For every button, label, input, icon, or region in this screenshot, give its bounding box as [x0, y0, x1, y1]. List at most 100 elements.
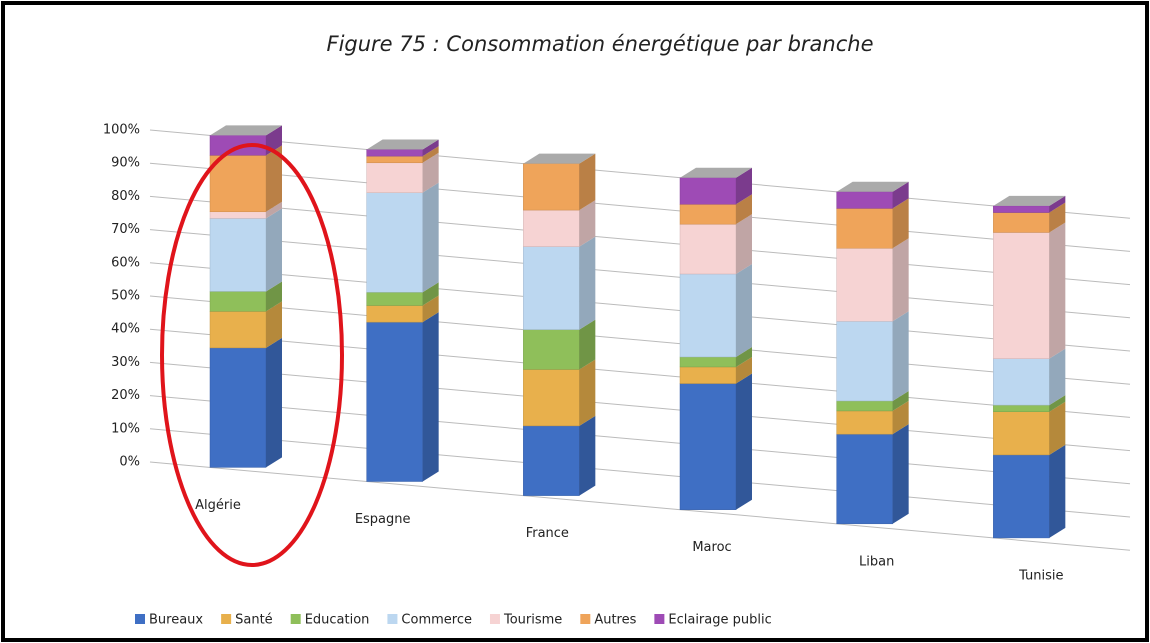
bar-segment: [836, 400, 893, 412]
y-tick-label: 100%: [103, 123, 140, 138]
bar-segment: [679, 204, 737, 225]
bar-segment: [993, 212, 1050, 233]
legend-swatch: [290, 614, 301, 624]
bar-side: [736, 214, 752, 274]
bar-side: [1049, 195, 1066, 213]
bar-side: [892, 311, 909, 401]
bar-segment: [679, 177, 737, 205]
bar-segment: [366, 305, 423, 323]
bar-side: [579, 200, 596, 247]
bar-segment: [836, 191, 893, 209]
bar-side: [736, 346, 752, 367]
bar-side: [266, 145, 282, 212]
x-tick-label: France: [526, 526, 569, 541]
highlight-ellipse: [160, 143, 344, 567]
bar-segment: [523, 209, 580, 247]
bar-side: [422, 295, 439, 323]
bar-segment: [523, 246, 580, 330]
bar-side: [266, 337, 282, 468]
bar-segment: [366, 292, 423, 306]
bar-segment: [209, 211, 267, 219]
grid-line: [149, 295, 1131, 385]
y-tick-label: 20%: [111, 388, 140, 403]
bar-side: [892, 400, 909, 435]
bar-side: [266, 301, 282, 348]
grid-line: [149, 395, 1131, 485]
bar-segment: [836, 321, 893, 402]
y-tick-label: 0%: [119, 455, 140, 470]
x-tick-label: Algérie: [195, 498, 241, 513]
bar-segment: [209, 155, 267, 213]
bar-side: [266, 208, 282, 292]
bar-segment: [836, 410, 893, 435]
bar-side: [736, 167, 752, 205]
bar-segment: [993, 404, 1050, 412]
legend-swatch: [580, 614, 591, 624]
bar-side: [422, 146, 439, 163]
bar-side: [1049, 202, 1066, 233]
y-tick-label: 60%: [111, 255, 140, 270]
bar-side: [1049, 395, 1066, 412]
bar-segment: [993, 454, 1050, 539]
legend-swatch: [135, 614, 145, 624]
bar-segment: [679, 356, 737, 368]
x-tick-label: Tunisie: [1018, 568, 1063, 583]
bar-top: [836, 181, 909, 192]
bar-segment: [366, 162, 423, 193]
legend: Bureaux Santé Education Commerce Tourisme Aut…: [135, 613, 772, 628]
bar-segment: [993, 411, 1050, 456]
grid-line: [149, 129, 1131, 219]
bar-segment: [993, 232, 1050, 359]
bar-side: [736, 263, 752, 357]
bar-side: [892, 238, 909, 322]
bar-segment: [366, 192, 423, 293]
bar-side: [892, 198, 909, 249]
legend-label: Commerce: [401, 613, 472, 628]
y-tick-label: 80%: [111, 189, 140, 204]
grid: 0% 10% 20% 30% 40% 50% 60% 70% 80% 90% 100%: [103, 123, 1131, 551]
legend-swatch: [221, 614, 232, 624]
legend-label: Education: [305, 613, 370, 628]
bar-side: [422, 152, 439, 193]
bar-side: [266, 201, 282, 219]
bar-segment: [836, 247, 893, 322]
bar-side: [422, 282, 439, 306]
bar-side: [1049, 222, 1066, 359]
bar-segment: [523, 329, 580, 370]
bar-segment: [679, 273, 737, 358]
grid-line: [149, 262, 1131, 352]
bar-side: [1049, 348, 1066, 406]
bar-side: [579, 319, 596, 370]
bar-side: [736, 194, 752, 225]
y-tick-label: 50%: [111, 289, 140, 304]
y-tick-label: 10%: [111, 421, 140, 436]
legend-label: Santé: [235, 613, 273, 628]
y-tick-label: 40%: [111, 322, 140, 337]
bar-segment: [366, 321, 423, 482]
legend-label: Bureaux: [149, 613, 203, 628]
bar-segment: [993, 358, 1050, 406]
chart-title: Figure 75 : Consommation énergétique par…: [327, 32, 874, 56]
bar-segment: [366, 155, 423, 164]
grid-line: [149, 162, 1131, 252]
grid-line: [149, 328, 1131, 418]
bar-side: [579, 415, 596, 496]
bar-segment: [209, 311, 267, 349]
grid-line: [149, 229, 1131, 319]
bar-side: [422, 182, 439, 293]
bar-side: [892, 424, 909, 524]
grid-line: [149, 428, 1131, 518]
bar-top: [210, 125, 282, 136]
bar-top: [523, 153, 596, 164]
bar-side: [892, 181, 909, 209]
bar-segment: [836, 208, 893, 249]
bar-segment: [679, 366, 737, 384]
bar-side: [736, 373, 752, 510]
y-tick-label: 30%: [111, 355, 140, 370]
bar-side: [1049, 444, 1066, 538]
bar-segment: [523, 163, 580, 211]
bar-side: [736, 356, 752, 384]
y-tick-label: 70%: [111, 222, 140, 237]
bars: Algérie Espagne France Maroc Liban Tunisie: [195, 125, 1066, 583]
